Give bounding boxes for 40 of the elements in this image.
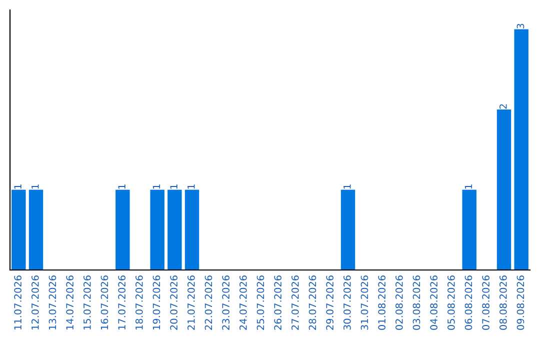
data-label: 3: [516, 24, 524, 29]
x-tick-label: 22.07.2026: [204, 275, 212, 330]
data-label: 1: [344, 184, 351, 189]
x-tick-label: 15.07.2026: [83, 275, 91, 330]
x-tick-label: 12.07.2026: [31, 275, 39, 330]
x-tick-label: 30.07.2026: [343, 275, 351, 330]
x-tick-label: 02.08.2026: [395, 275, 403, 330]
x-tick-label: 21.07.2026: [187, 275, 195, 330]
data-label: 1: [464, 184, 472, 189]
x-tick-label: 31.07.2026: [360, 275, 368, 330]
x-tick-label: 26.07.2026: [274, 275, 282, 330]
x-tick-label: 18.07.2026: [135, 275, 143, 330]
x-tick-label: 14.07.2026: [66, 275, 74, 330]
x-tick-label: 19.07.2026: [152, 275, 160, 330]
data-label: 1: [188, 184, 195, 189]
x-tick-label: 11.07.2026: [14, 275, 22, 330]
x-tick-label: 24.07.2026: [239, 275, 247, 330]
data-label: 1: [152, 184, 160, 189]
x-tick-label: 05.08.2026: [447, 275, 455, 330]
x-tick-label: 16.07.2026: [100, 275, 108, 330]
data-label: 1: [32, 184, 39, 189]
x-tick-label: 29.07.2026: [326, 275, 334, 330]
x-tick-label: 17.07.2026: [118, 275, 126, 330]
data-label: 2: [499, 104, 507, 109]
data-label: 1: [14, 184, 22, 189]
data-label: 1: [118, 184, 126, 189]
x-tick-label: 03.08.2026: [412, 275, 420, 330]
data-label: 1: [170, 184, 178, 189]
x-tick-label: 23.07.2026: [222, 275, 230, 330]
x-tick-label: 07.08.2026: [482, 275, 490, 330]
x-tick-label: 25.07.2026: [256, 275, 264, 330]
x-tick-label: 08.08.2026: [499, 275, 507, 330]
x-tick-label: 04.08.2026: [430, 275, 438, 330]
x-tick-label: 28.07.2026: [308, 275, 316, 330]
x-tick-label: 01.08.2026: [378, 275, 386, 330]
x-tick-label: 27.07.2026: [291, 275, 299, 330]
x-tick-label: 20.07.2026: [170, 275, 178, 330]
x-tick-label: 06.08.2026: [464, 275, 472, 330]
x-tick-label: 13.07.2026: [48, 275, 56, 330]
x-tick-label: 09.08.2026: [516, 275, 524, 330]
